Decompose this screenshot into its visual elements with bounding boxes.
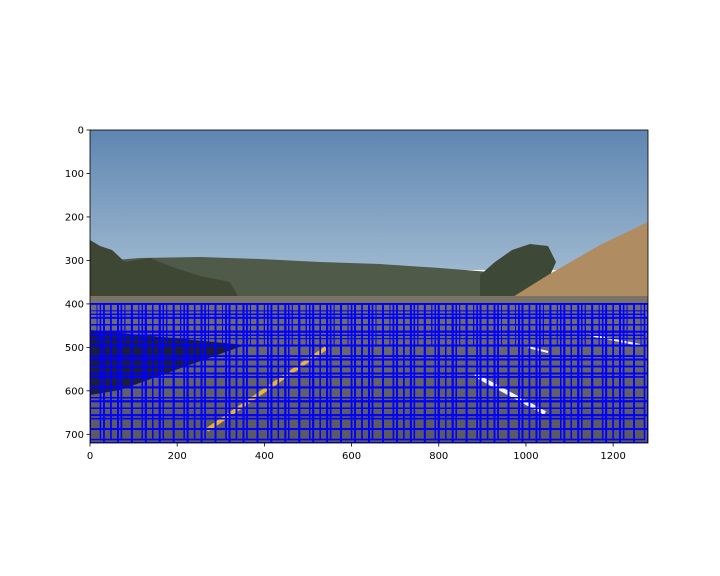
x-tick-label: 200 bbox=[168, 451, 187, 462]
x-tick-label: 0 bbox=[87, 451, 93, 462]
left-tree-cluster bbox=[90, 240, 240, 300]
white-lane-line-far bbox=[527, 346, 549, 353]
sliding-windows bbox=[90, 302, 648, 443]
x-tick-label: 400 bbox=[255, 451, 274, 462]
right-hillside bbox=[508, 222, 648, 300]
y-tick-label: 0 bbox=[78, 126, 84, 137]
x-tick-label: 1000 bbox=[513, 451, 538, 462]
axes-frame bbox=[89, 129, 649, 444]
x-tick-label: 800 bbox=[429, 451, 448, 462]
x-tick-label: 600 bbox=[342, 451, 361, 462]
y-axis: 0 100 200 300 400 500 600 700 bbox=[65, 126, 90, 441]
y-tick-label: 500 bbox=[65, 343, 84, 354]
y-tick-label: 600 bbox=[65, 386, 84, 397]
y-tick-label: 300 bbox=[65, 256, 84, 267]
road-photo bbox=[90, 130, 648, 443]
y-tick-label: 100 bbox=[65, 169, 84, 180]
white-lane-line-near bbox=[474, 373, 546, 415]
white-lane-line-right bbox=[589, 334, 641, 346]
x-axis: 0 200 400 600 800 1000 1200 bbox=[87, 443, 626, 462]
x-tick-label: 1200 bbox=[600, 451, 625, 462]
y-tick-label: 400 bbox=[65, 299, 84, 310]
y-tick-label: 700 bbox=[65, 430, 84, 441]
roadside-band bbox=[90, 296, 648, 306]
sky bbox=[90, 130, 648, 270]
yellow-lane-line bbox=[205, 346, 328, 432]
y-tick-label: 200 bbox=[65, 212, 84, 223]
